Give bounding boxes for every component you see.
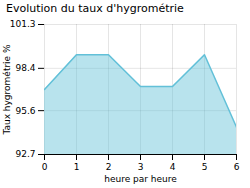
- html-text:Evolution du taux d'hygrométri: Evolution du taux d'hygrométrie: [6, 2, 184, 15]
- svg-text:92.7: 92.7: [15, 149, 35, 159]
- svg-text:5: 5: [202, 162, 208, 172]
- svg-text:95.6: 95.6: [15, 106, 35, 116]
- svg-text:101.3: 101.3: [10, 19, 36, 29]
- svg-text:6: 6: [234, 162, 240, 172]
- svg-text:0: 0: [42, 162, 48, 172]
- svg-text:2: 2: [106, 162, 112, 172]
- svg-text:1: 1: [74, 162, 80, 172]
- svg-text:Taux hygrométrie %: Taux hygrométrie %: [2, 44, 12, 136]
- svg-text:3: 3: [138, 162, 144, 172]
- svg-text:98.4: 98.4: [15, 63, 35, 73]
- svg-text:heure par heure: heure par heure: [104, 174, 177, 184]
- svg-text:4: 4: [170, 162, 176, 172]
